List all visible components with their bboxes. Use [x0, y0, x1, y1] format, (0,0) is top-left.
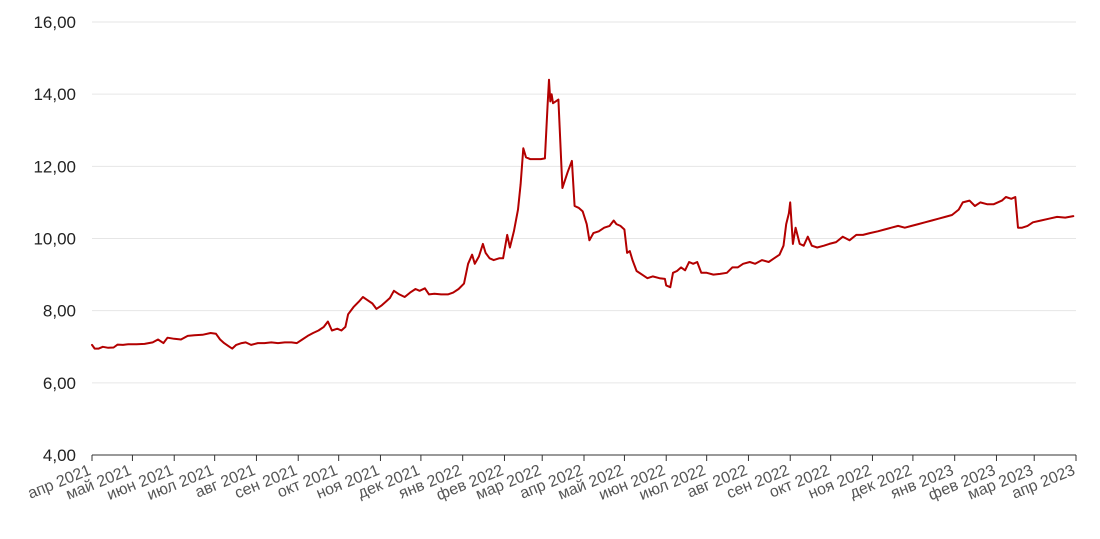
y-tick-label: 12,00: [33, 157, 76, 176]
y-tick-label: 14,00: [33, 85, 76, 104]
series-line: [91, 78, 1075, 350]
gridlines: [92, 21, 1076, 384]
y-tick-label: 4,00: [43, 446, 76, 465]
y-tick-label: 10,00: [33, 230, 76, 249]
y-tick-label: 6,00: [43, 374, 76, 393]
y-tick-label: 8,00: [43, 302, 76, 321]
y-axis-tick-labels: 4,00 6,00 8,00 10,00 12,00 14,00 16,00: [33, 13, 76, 465]
series-layer: [91, 78, 1075, 350]
y-tick-label: 16,00: [33, 13, 76, 32]
